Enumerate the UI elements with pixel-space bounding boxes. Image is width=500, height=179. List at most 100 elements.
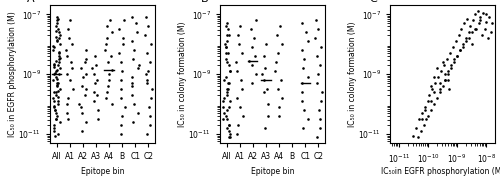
Point <box>148 88 156 91</box>
Point <box>224 34 232 37</box>
Point <box>68 67 76 70</box>
Point <box>143 82 151 85</box>
Point <box>52 94 60 97</box>
Point <box>63 73 71 76</box>
Point <box>448 67 456 70</box>
Point <box>51 109 59 112</box>
Point <box>452 40 460 43</box>
Point <box>82 121 90 124</box>
Point <box>104 37 112 40</box>
Point <box>252 19 260 22</box>
Point <box>104 85 112 88</box>
Point <box>248 46 256 49</box>
Point <box>276 25 284 28</box>
Point <box>226 136 234 139</box>
Point <box>234 124 241 127</box>
Point <box>261 127 269 130</box>
Point <box>90 91 98 94</box>
Point <box>50 130 58 133</box>
Point <box>222 61 230 64</box>
Point <box>478 34 486 37</box>
Point <box>443 58 451 61</box>
Point <box>56 88 64 91</box>
Point <box>431 82 439 85</box>
Point <box>64 97 72 100</box>
Point <box>262 43 270 46</box>
Point <box>146 61 154 64</box>
Point <box>237 79 245 82</box>
Point <box>224 34 232 37</box>
Text: B: B <box>201 0 209 4</box>
Point <box>115 28 123 31</box>
Point <box>476 19 484 22</box>
Point <box>143 52 151 55</box>
Point <box>90 73 98 76</box>
Point <box>118 61 126 64</box>
Point <box>64 118 72 121</box>
Point <box>432 97 440 100</box>
Point <box>250 37 258 40</box>
Point <box>56 55 64 58</box>
Point <box>300 109 308 112</box>
Point <box>454 34 462 37</box>
Point <box>442 79 450 82</box>
Point <box>438 61 446 64</box>
Point <box>146 124 154 127</box>
Point <box>52 25 60 28</box>
Point <box>460 22 468 25</box>
Point <box>50 109 58 112</box>
Point <box>118 115 126 118</box>
Point <box>103 25 111 28</box>
Point <box>108 31 116 34</box>
Point <box>234 133 241 136</box>
Point <box>52 59 60 62</box>
Point <box>220 112 228 115</box>
Point <box>462 40 470 43</box>
Point <box>412 127 420 130</box>
Point <box>484 37 492 40</box>
Point <box>120 37 128 40</box>
Point <box>106 19 114 22</box>
Point <box>453 55 461 58</box>
Point <box>224 118 232 121</box>
Point <box>426 94 434 97</box>
Point <box>456 49 464 52</box>
Point <box>78 112 86 115</box>
Point <box>56 121 64 124</box>
Point <box>299 67 307 70</box>
X-axis label: Epitope bin: Epitope bin <box>250 167 294 176</box>
Point <box>233 97 241 100</box>
Point <box>222 76 230 79</box>
Point <box>459 46 467 49</box>
Point <box>220 106 228 109</box>
Point <box>50 65 58 68</box>
Point <box>247 28 255 31</box>
Point <box>107 55 115 58</box>
Point <box>427 100 435 103</box>
Point <box>482 13 490 16</box>
Point <box>54 17 62 20</box>
Point <box>104 61 112 64</box>
Point <box>54 85 62 88</box>
Point <box>468 43 475 46</box>
Point <box>422 118 430 121</box>
Point <box>102 49 110 52</box>
Point <box>465 37 473 40</box>
Point <box>317 100 325 103</box>
Point <box>115 52 123 55</box>
Point <box>232 61 240 64</box>
Point <box>272 61 280 64</box>
Point <box>318 91 326 94</box>
Point <box>82 58 90 61</box>
Point <box>66 19 74 22</box>
Point <box>52 68 60 71</box>
Point <box>222 115 230 118</box>
Point <box>415 118 423 121</box>
Point <box>91 55 99 58</box>
Point <box>224 127 232 130</box>
Point <box>53 16 61 19</box>
Point <box>278 43 285 46</box>
Point <box>221 43 229 46</box>
Point <box>450 61 458 64</box>
Point <box>466 25 474 28</box>
